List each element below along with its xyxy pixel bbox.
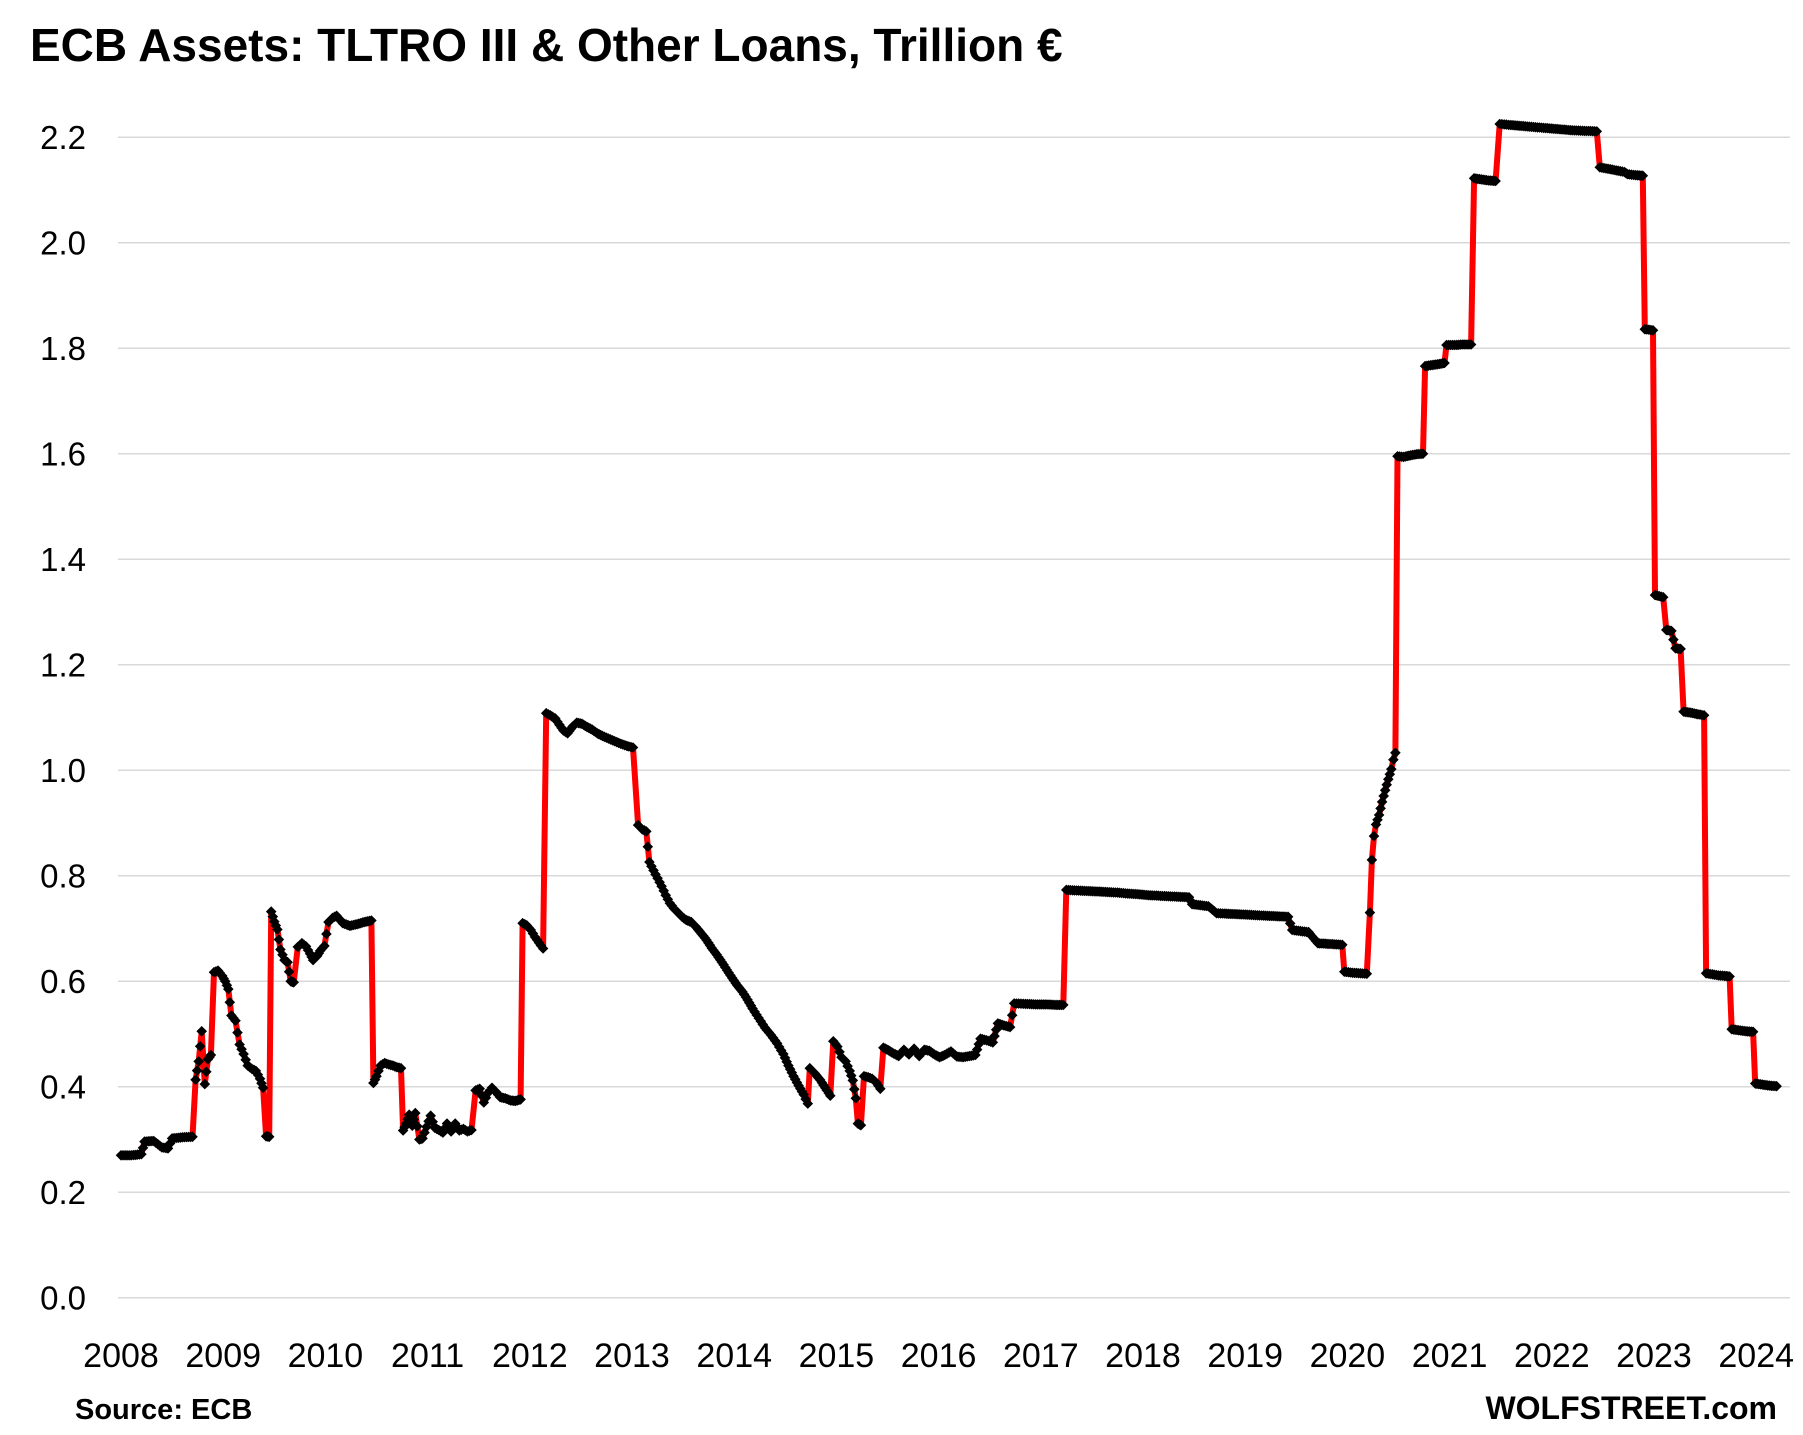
y-tick-label-1.0: 1.0 <box>40 752 86 789</box>
chart-footer: Source: ECB WOLFSTREET.com <box>0 1390 1790 1427</box>
x-tick-label-2024: 2024 <box>1718 1337 1794 1375</box>
y-tick-label-1.6: 1.6 <box>40 436 86 473</box>
series-line <box>118 121 1780 1159</box>
y-tick-label-1.8: 1.8 <box>40 330 86 367</box>
y-tick-label-0.0: 0.0 <box>40 1280 86 1317</box>
x-tick-label-2023: 2023 <box>1616 1337 1692 1375</box>
x-tick-label-2018: 2018 <box>1105 1337 1181 1375</box>
x-tick-label-2010: 2010 <box>288 1337 364 1375</box>
series-markers <box>115 118 1782 1161</box>
y-tick-label-0.2: 0.2 <box>40 1174 86 1211</box>
x-tick-label-2012: 2012 <box>492 1337 568 1375</box>
source-label: Source: ECB <box>75 1394 253 1426</box>
y-tick-label-1.4: 1.4 <box>40 541 86 578</box>
y-tick-label-0.6: 0.6 <box>40 963 86 1000</box>
x-tick-label-2008: 2008 <box>83 1337 159 1375</box>
x-tick-label-2019: 2019 <box>1207 1337 1283 1375</box>
x-tick-label-2016: 2016 <box>901 1337 977 1375</box>
x-tick-label-2014: 2014 <box>696 1337 772 1375</box>
x-tick-label-2015: 2015 <box>799 1337 875 1375</box>
x-tick-label-2021: 2021 <box>1412 1337 1488 1375</box>
x-tick-label-2017: 2017 <box>1003 1337 1079 1375</box>
y-tick-label-1.2: 1.2 <box>40 647 86 684</box>
y-tick-label-0.4: 0.4 <box>40 1069 86 1106</box>
x-tick-label-2022: 2022 <box>1514 1337 1590 1375</box>
y-tick-label-2.2: 2.2 <box>40 119 86 156</box>
y-tick-label-0.8: 0.8 <box>40 858 86 895</box>
x-tick-label-2009: 2009 <box>185 1337 261 1375</box>
chart-title: ECB Assets: TLTRO III & Other Loans, Tri… <box>30 19 1063 71</box>
x-tick-label-2011: 2011 <box>391 1337 464 1375</box>
x-tick-label-2020: 2020 <box>1310 1337 1386 1375</box>
x-tick-label-2013: 2013 <box>594 1337 670 1375</box>
brand-label: WOLFSTREET.com <box>1485 1390 1777 1426</box>
y-tick-label-2.0: 2.0 <box>40 225 86 262</box>
